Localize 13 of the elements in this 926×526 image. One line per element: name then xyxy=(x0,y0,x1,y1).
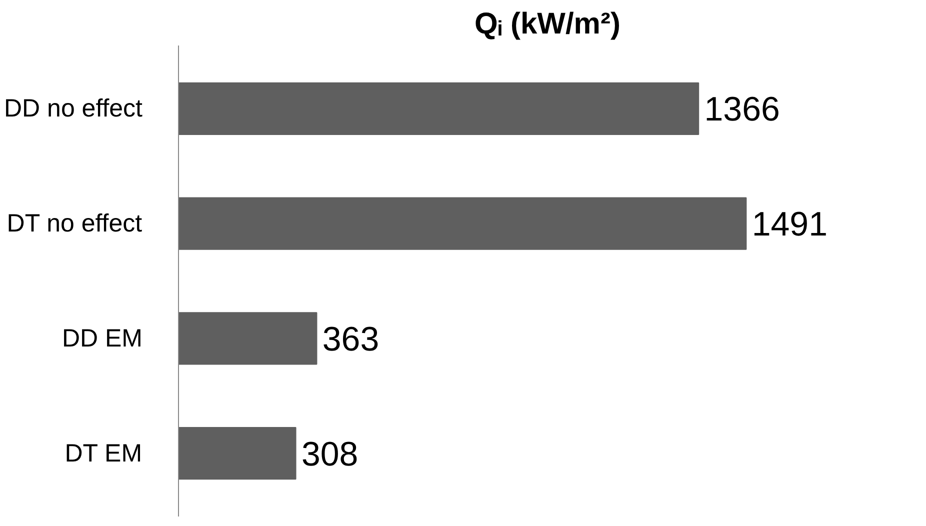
y-tick-label: DD no effect xyxy=(4,94,143,123)
y-tick-label: DT no effect xyxy=(6,210,142,238)
y-tick-label: DD EM xyxy=(62,324,143,352)
chart-title: Qᵢ (kW/m²) xyxy=(474,8,620,40)
bar xyxy=(178,312,318,365)
data-label: 1491 xyxy=(752,206,828,244)
data-label: 308 xyxy=(301,435,358,474)
bar xyxy=(178,197,747,250)
y-tick-label: DT EM xyxy=(64,439,142,468)
data-label: 363 xyxy=(322,320,380,358)
bar xyxy=(178,426,296,480)
data-label: 1366 xyxy=(704,90,780,129)
bar xyxy=(178,82,700,136)
